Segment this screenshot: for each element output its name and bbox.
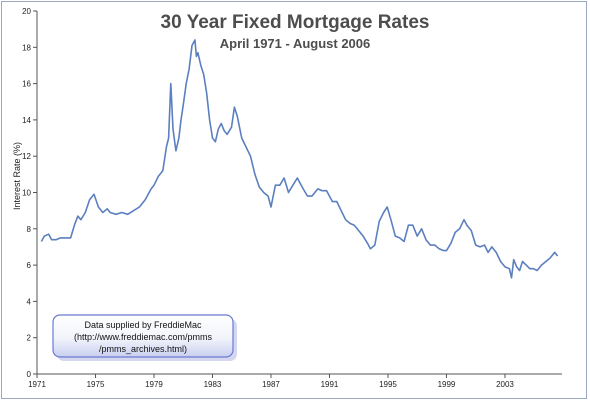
data-source-note: Data supplied by FreddieMac (http://www.…: [52, 314, 237, 361]
y-tick-label: 12: [22, 152, 31, 161]
x-ticks: 1971 1975 1979 1983 1987 1991 1995 1999 2003: [28, 374, 514, 389]
y-tick-label: 4: [27, 297, 32, 306]
chart-subtitle: April 1971 - August 2006: [220, 36, 371, 51]
note-line-1: Data supplied by FreddieMac: [84, 320, 202, 330]
x-tick-label: 1987: [262, 380, 280, 389]
x-tick-label: 1991: [321, 380, 339, 389]
x-tick-label: 1995: [379, 380, 397, 389]
y-tick-label: 16: [22, 80, 31, 89]
y-tick-label: 6: [27, 261, 32, 270]
x-tick-label: 1983: [204, 380, 222, 389]
y-tick-label: 14: [22, 116, 31, 125]
x-tick-label: 1971: [28, 380, 46, 389]
mortgage-rate-line: [40, 39, 559, 279]
y-tick-label: 2: [27, 334, 32, 343]
x-tick-label: 1975: [87, 380, 105, 389]
y-tick-label: 10: [22, 189, 31, 198]
chart-title: 30 Year Fixed Mortgage Rates: [161, 12, 430, 33]
note-line-2: (http://www.freddiemac.com/pmms: [74, 332, 213, 342]
note-line-3: /pmms_archives.html): [99, 344, 187, 354]
x-tick-label: 1999: [438, 380, 456, 389]
y-tick-label: 20: [22, 7, 31, 16]
y-tick-label: 8: [27, 225, 32, 234]
x-tick-label: 1979: [145, 380, 163, 389]
y-tick-label: 18: [22, 43, 31, 52]
y-axis-label: Interest Rate (%): [12, 142, 22, 210]
y-tick-label: 0: [27, 370, 32, 379]
x-tick-label: 2003: [496, 380, 514, 389]
y-ticks: 0 2 4 6 8 10 12 14 16 18 20: [22, 7, 37, 379]
